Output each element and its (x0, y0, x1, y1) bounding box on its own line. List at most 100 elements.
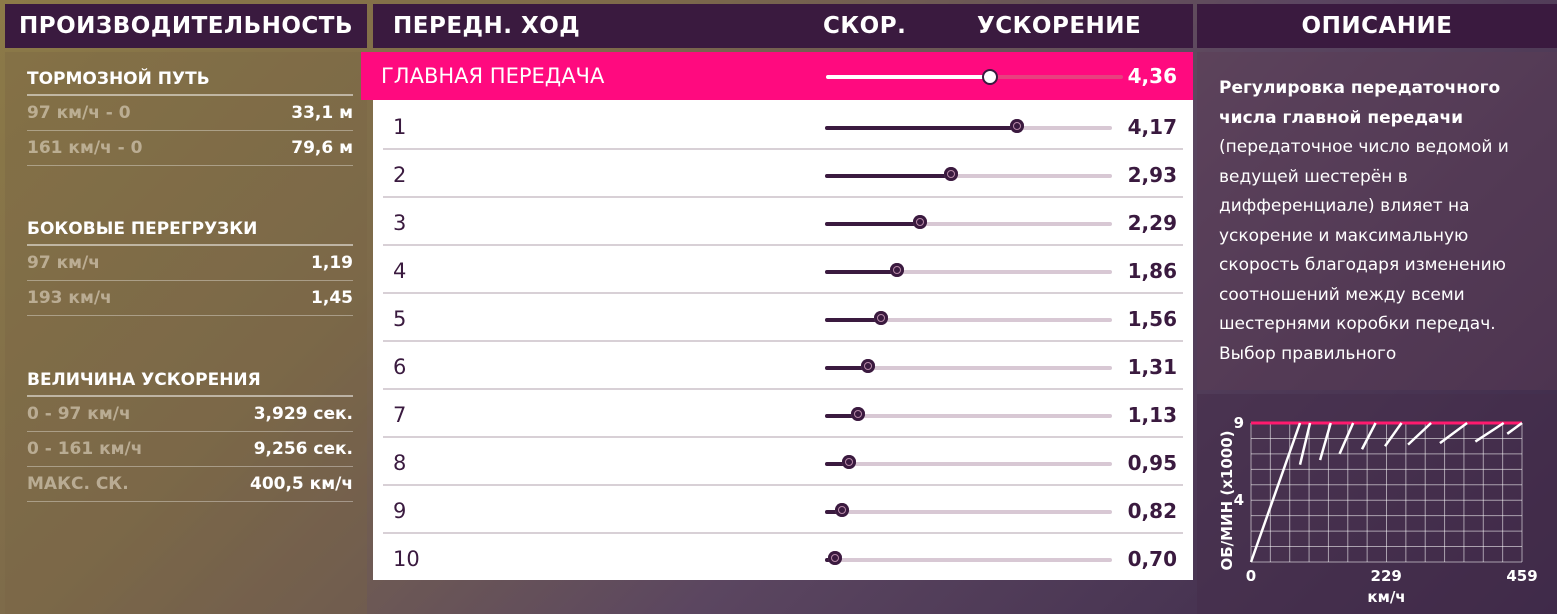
description-title: ОПИСАНИЕ (1301, 13, 1453, 39)
gear-ratio-slider[interactable] (825, 215, 1112, 229)
gear-row-9[interactable]: 9 0,82 (373, 486, 1193, 534)
stat-label: 161 км/ч - 0 (27, 138, 143, 158)
gear-label: 1 (393, 115, 407, 139)
x-tick-label: 0 (1246, 567, 1256, 585)
stat-value: 33,1 м (291, 103, 353, 123)
row-divider (383, 388, 1183, 390)
final-drive-slider[interactable] (826, 69, 1123, 85)
description-body: (передаточное число ведомой и ведущей ше… (1219, 137, 1509, 364)
row-divider (383, 196, 1183, 198)
y-axis-label: ОБ/МИН (x1000) (1218, 430, 1236, 570)
gear-row-2[interactable]: 2 2,93 (373, 150, 1193, 198)
slider-knob[interactable] (842, 455, 857, 469)
description-text: Регулировка передаточного числа главной … (1219, 74, 1539, 369)
rpm-graph: 0 229 459 9 4 км/ч ОБ/МИН (x1000) (1218, 414, 1538, 606)
gear-ratio-slider[interactable] (825, 263, 1112, 277)
gear-ratio-value: 4,17 (1127, 115, 1177, 139)
slider-knob[interactable] (982, 69, 999, 85)
gear-ratio-slider[interactable] (825, 503, 1112, 517)
stat-row: 0 - 97 км/ч 3,929 сек. (27, 397, 353, 432)
gear-row-5[interactable]: 5 1,56 (373, 294, 1193, 342)
stat-label: МАКС. СК. (27, 474, 129, 494)
gear-ratio-value: 1,31 (1127, 355, 1177, 379)
gear-row-3[interactable]: 3 2,29 (373, 198, 1193, 246)
description-header: ОПИСАНИЕ (1197, 4, 1557, 48)
gear-label: 6 (393, 355, 407, 379)
gear-rpm-line (1506, 421, 1523, 435)
gear-row-4[interactable]: 4 1,86 (373, 246, 1193, 294)
gear-rpm-line (1384, 422, 1403, 447)
stat-label: 97 км/ч - 0 (27, 103, 131, 123)
row-divider (383, 292, 1183, 294)
gear-ratio-slider[interactable] (825, 407, 1112, 421)
gear-list: 1 4,17 2 2,93 3 2,29 4 1,86 5 1,56 6 1,31 7 1,13 8 0,95… (373, 52, 1193, 580)
row-divider (383, 484, 1183, 486)
performance-title: ПРОИЗВОДИТЕЛЬНОСТЬ (19, 13, 353, 39)
acceleration-column-label: УСКОРЕНИЕ (977, 13, 1142, 39)
slider-knob[interactable] (912, 215, 927, 229)
final-drive-row[interactable]: ГЛАВНАЯ ПЕРЕДАЧА 4,36 (361, 52, 1193, 100)
stat-value: 3,929 сек. (253, 404, 353, 424)
gear-label: 2 (393, 163, 407, 187)
gear-rpm-line (1249, 422, 1302, 563)
gear-label: 10 (393, 547, 420, 571)
slider-fill (825, 366, 869, 370)
slider-fill (825, 126, 1018, 130)
stat-value: 1,45 (311, 288, 353, 308)
slider-knob[interactable] (828, 551, 843, 565)
row-divider (383, 244, 1183, 246)
y-tick-label: 9 (1234, 414, 1244, 432)
slider-knob[interactable] (889, 263, 904, 277)
gear-ratio-value: 1,13 (1127, 403, 1177, 427)
stat-row: 97 км/ч - 0 33,1 м (27, 96, 353, 131)
gear-ratio-slider[interactable] (825, 359, 1112, 373)
performance-panel: ТОРМОЗНОЙ ПУТЬ 97 км/ч - 0 33,1 м 161 км… (5, 52, 367, 614)
stat-row: 193 км/ч 1,45 (27, 281, 353, 316)
slider-fill (825, 270, 897, 274)
gear-rpm-line (1338, 422, 1355, 455)
gear-row-6[interactable]: 6 1,31 (373, 342, 1193, 390)
slider-knob[interactable] (944, 167, 959, 181)
x-tick-label: 229 (1371, 567, 1402, 585)
section-title: ВЕЛИЧИНА УСКОРЕНИЯ (27, 365, 353, 397)
section-title: БОКОВЫЕ ПЕРЕГРУЗКИ (27, 214, 353, 246)
gear-ratio-value: 1,56 (1127, 307, 1177, 331)
gear-label: 4 (393, 259, 407, 283)
slider-fill (825, 222, 920, 226)
gear-ratio-slider[interactable] (825, 311, 1112, 325)
gear-row-7[interactable]: 7 1,13 (373, 390, 1193, 438)
gear-row-8[interactable]: 8 0,95 (373, 438, 1193, 486)
description-panel: Регулировка передаточного числа главной … (1197, 52, 1557, 390)
row-divider (383, 340, 1183, 342)
gear-ratio-slider[interactable] (825, 551, 1112, 565)
x-tick-label: 459 (1506, 567, 1537, 585)
slider-knob[interactable] (873, 311, 888, 325)
lateral-g-section: БОКОВЫЕ ПЕРЕГРУЗКИ 97 км/ч 1,19 193 км/ч… (27, 214, 353, 316)
gear-ratio-value: 0,95 (1127, 451, 1177, 475)
y-tick-label: 4 (1234, 491, 1244, 509)
stat-row: 161 км/ч - 0 79,6 м (27, 131, 353, 166)
stat-row: 97 км/ч 1,19 (27, 246, 353, 281)
gear-ratio-slider[interactable] (825, 455, 1112, 469)
gear-ratio-slider[interactable] (825, 167, 1112, 181)
slider-knob[interactable] (851, 407, 865, 421)
gear-label: 8 (393, 451, 407, 475)
slider-knob[interactable] (1010, 119, 1025, 133)
speed-column-label: СКОР. (823, 13, 907, 39)
gear-label: 5 (393, 307, 407, 331)
gear-ratio-value: 0,82 (1127, 499, 1177, 523)
gear-ratio-slider[interactable] (825, 119, 1112, 133)
stat-label: 193 км/ч (27, 288, 112, 308)
slider-knob[interactable] (861, 359, 876, 373)
stat-value: 9,256 сек. (253, 439, 353, 459)
slider-knob[interactable] (835, 503, 850, 517)
performance-header: ПРОИЗВОДИТЕЛЬНОСТЬ (5, 4, 367, 48)
gear-rpm-line (1298, 422, 1312, 465)
gear-row-10[interactable]: 10 0,70 (373, 534, 1193, 582)
gear-ratio-value: 1,86 (1127, 259, 1177, 283)
rpm-graph-panel: 0 229 459 9 4 км/ч ОБ/МИН (x1000) (1197, 394, 1557, 614)
gear-label: 7 (393, 403, 407, 427)
gear-label: 9 (393, 499, 407, 523)
x-axis-label: км/ч (1367, 588, 1405, 606)
gear-row-1[interactable]: 1 4,17 (373, 102, 1193, 150)
